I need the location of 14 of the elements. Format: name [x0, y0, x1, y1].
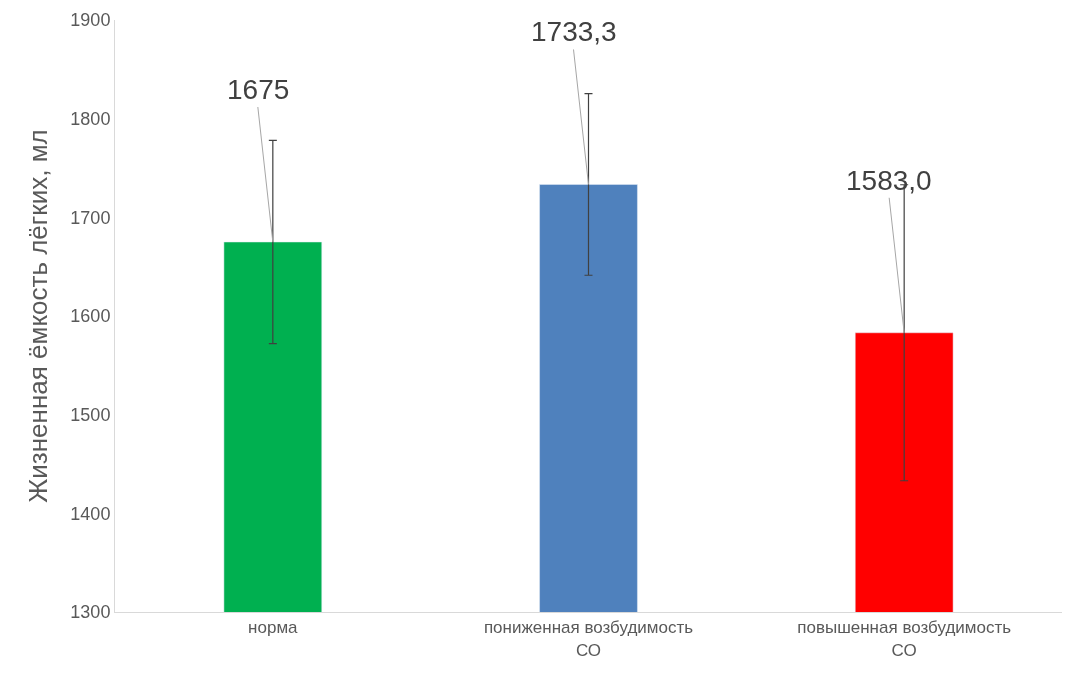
- y-tick-label: 1500: [70, 404, 111, 425]
- data-label: 1675: [227, 74, 290, 105]
- y-tick-label: 1800: [70, 108, 111, 129]
- data-label: 1583,0: [846, 165, 932, 196]
- data-label: 1733,3: [531, 16, 617, 47]
- y-tick-label: 1600: [70, 306, 111, 327]
- y-tick-label: 1700: [70, 207, 111, 228]
- y-tick-label: 1900: [70, 10, 111, 31]
- x-tick-label: норма: [248, 618, 299, 638]
- x-tick-label: пониженная возбудимость СО: [483, 618, 694, 660]
- x-tick-label: повышенная возбудимость СО: [797, 618, 1012, 660]
- y-tick-label: 1300: [70, 602, 111, 623]
- y-axis-title: Жизненная ёмкость лёгких, мл: [22, 129, 53, 503]
- y-tick-label: 1400: [70, 503, 111, 524]
